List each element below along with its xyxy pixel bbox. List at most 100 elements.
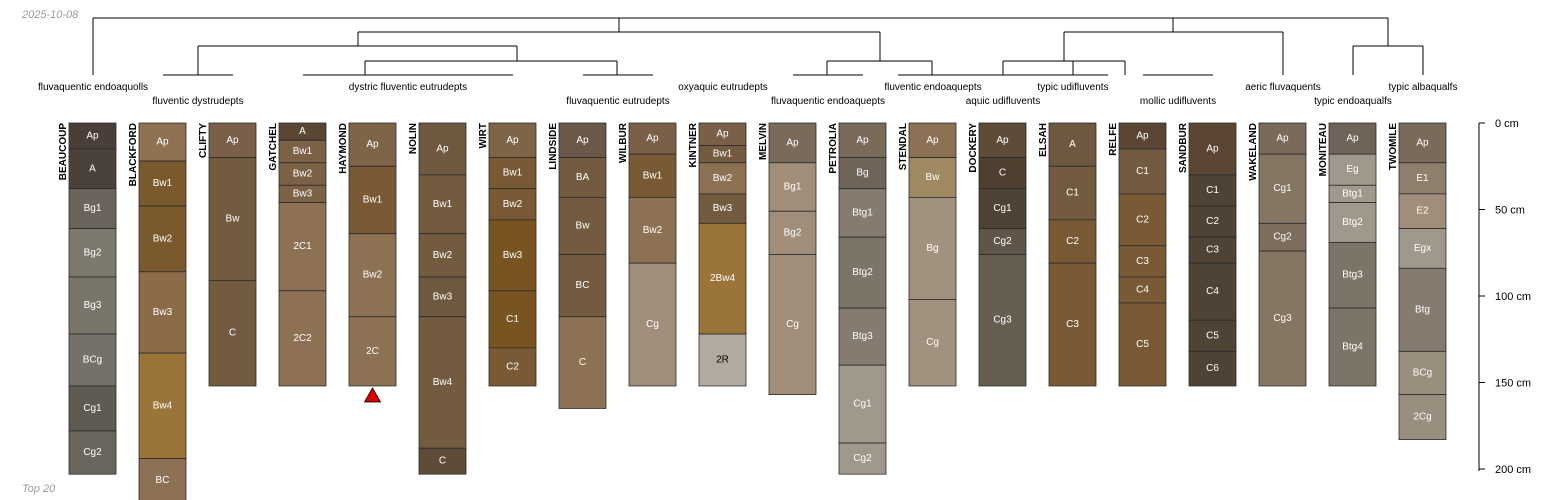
profile-name: WAKELAND	[1248, 123, 1259, 181]
axis-tick-label: 150 cm	[1495, 378, 1531, 390]
horizon-block	[68, 228, 117, 278]
profile-wakeland: WAKELAND Ap Cg1 Cg2 Cg3	[1248, 122, 1307, 387]
horizon-label: Ap	[1416, 137, 1429, 148]
horizon-label: Bw3	[293, 188, 313, 199]
horizon-label: Bw1	[503, 168, 523, 179]
horizon-label: Bw	[576, 220, 591, 231]
profile-beaucoup: BEAUCOUP Ap A Bg1 Bg2 Bg3 BCg Cg1 Cg2	[58, 122, 117, 475]
horizon-label: Eg	[1346, 164, 1358, 175]
horizon-block	[1188, 319, 1237, 352]
profile-name: GATCHEL	[268, 123, 279, 171]
horizon-label: Bw	[226, 214, 241, 225]
taxon-label: aquic udifluvents	[966, 96, 1041, 107]
horizon-label: Cg	[646, 319, 659, 330]
horizon-block	[488, 219, 537, 292]
horizon-label: C	[579, 357, 586, 368]
horizon-block	[1188, 122, 1237, 176]
horizon-label: C1	[1136, 166, 1149, 177]
profile-name: CLIFTY	[198, 123, 209, 158]
dendrogram	[92, 17, 1424, 76]
axis-tick-label: 0 cm	[1495, 118, 1519, 130]
horizon-label: Cg3	[993, 315, 1012, 326]
horizon-label: C1	[1066, 188, 1079, 199]
horizon-label: Ap	[716, 129, 729, 140]
taxon-label: mollic udifluvents	[1140, 96, 1216, 107]
horizon-label: Cg2	[1273, 232, 1292, 243]
horizon-label: Btg1	[1342, 188, 1363, 199]
horizon-label: C5	[1206, 330, 1219, 341]
horizon-block	[68, 385, 117, 432]
horizon-label: Ap	[1276, 133, 1289, 144]
horizon-label: Ap	[926, 135, 939, 146]
horizon-block	[418, 174, 467, 235]
profile-name: SANDBUR	[1178, 122, 1189, 173]
horizon-block	[838, 364, 887, 444]
taxon-labels: fluvaquentic endoaquolls fluventic dystr…	[38, 82, 1458, 107]
horizon-label: Ap	[1346, 133, 1359, 144]
profile-name: NOLIN	[408, 123, 419, 154]
horizon-label: Cg2	[993, 236, 1012, 247]
horizon-label: E2	[1416, 206, 1429, 217]
horizon-label: Bw3	[503, 250, 523, 261]
taxon-label: dystric fluventic eutrudepts	[349, 82, 467, 93]
horizon-block	[1328, 202, 1377, 243]
taxon-label: fluvaquentic endoaquepts	[771, 96, 885, 107]
horizon-label: C	[229, 328, 236, 339]
horizon-block	[138, 352, 187, 460]
horizon-block	[908, 299, 957, 387]
profile-name: WILBUR	[618, 122, 629, 163]
horizon-block	[1048, 122, 1097, 167]
horizon-block	[418, 276, 467, 318]
horizon-label: BC	[156, 475, 170, 486]
profile-petrolia: PETROLIA Ap Bg Btg1 Btg2 Btg3 Cg1 Cg2	[828, 122, 887, 475]
horizon-label: C6	[1206, 363, 1219, 374]
horizon-block	[1118, 122, 1167, 150]
horizon-block	[628, 122, 677, 155]
horizon-block	[68, 430, 117, 475]
subset-label: Top 20	[22, 483, 56, 495]
horizon-block	[558, 157, 607, 198]
horizon-label: Bw2	[293, 169, 313, 180]
horizon-label: Bw4	[433, 377, 453, 388]
horizon-label: Bw2	[713, 173, 733, 184]
horizon-label: Ap	[366, 139, 379, 150]
horizon-block	[1398, 267, 1447, 352]
horizon-label: A	[89, 163, 96, 174]
horizon-label: Cg	[926, 337, 939, 348]
horizon-label: Btg2	[1342, 217, 1363, 228]
taxon-label: fluvaquentic eutrudepts	[566, 96, 669, 107]
horizon-label: C4	[1206, 286, 1219, 297]
horizon-block	[208, 280, 257, 387]
horizon-label: Bw2	[643, 225, 663, 236]
horizon-label: Cg3	[1273, 313, 1292, 324]
horizon-label: Bw2	[503, 199, 523, 210]
horizon-block	[978, 122, 1027, 158]
profile-nolin: NOLIN Ap Bw1 Bw2 Bw3 Bw4 C	[408, 122, 467, 475]
horizon-block	[278, 290, 327, 387]
horizon-label: Ap	[1136, 130, 1149, 141]
horizon-label: Bw2	[433, 250, 453, 261]
horizon-block	[488, 347, 537, 387]
horizon-label: A	[299, 126, 306, 137]
horizon-block	[348, 316, 397, 387]
horizon-label: Bw1	[713, 149, 733, 160]
horizon-label: C3	[1206, 245, 1219, 256]
horizon-block	[1328, 153, 1377, 186]
horizon-block	[348, 165, 397, 235]
horizon-block	[1048, 262, 1097, 387]
horizon-block	[768, 162, 817, 212]
horizon-block	[838, 236, 887, 309]
date-label: 2025-10-08	[21, 9, 79, 21]
horizon-label: 2C2	[293, 333, 312, 344]
profile-sandbur: SANDBUR Ap C1 C2 C3 C4 C5 C6	[1178, 122, 1237, 387]
profile-twomile: TWOMILE Ap E1 E2 Egx Btg BCg 2Cg	[1388, 122, 1447, 440]
horizon-label: C3	[1136, 256, 1149, 267]
horizon-label: C3	[1066, 319, 1079, 330]
profile-melvin: MELVIN Ap Bg1 Bg2 Cg	[758, 122, 817, 396]
profile-name: DOCKERY	[968, 123, 979, 173]
horizon-block	[488, 122, 537, 158]
taxon-label: typic albaqualfs	[1389, 82, 1458, 93]
horizon-block	[908, 157, 957, 198]
horizon-block	[418, 447, 467, 475]
horizon-label: 2Cg	[1413, 412, 1431, 423]
